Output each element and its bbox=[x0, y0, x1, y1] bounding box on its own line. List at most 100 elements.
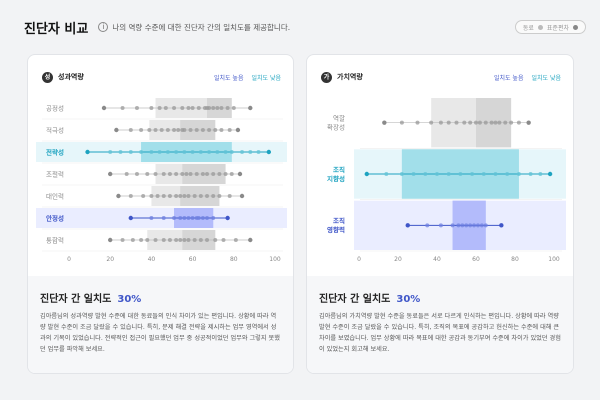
info-icon[interactable]: i bbox=[98, 22, 109, 32]
footer-heading: 진단자 간 일치도 30% bbox=[40, 290, 281, 305]
rater-score-point bbox=[114, 127, 119, 133]
page-header: 진단자 비교 i 나의 역량 수준에 대한 진단자 간의 일치도를 제공합니다.… bbox=[24, 16, 586, 38]
value-badge-icon: 가 bbox=[321, 71, 332, 83]
rater-score-point bbox=[149, 194, 154, 198]
rater-score-point bbox=[174, 194, 179, 198]
rater-score-point bbox=[256, 150, 261, 154]
rater-score-point bbox=[108, 237, 113, 243]
rater-score-point bbox=[499, 223, 504, 228]
rater-score-point bbox=[167, 172, 172, 176]
rater-score-point bbox=[153, 128, 158, 132]
rater-score-point bbox=[163, 106, 168, 110]
rater-score-point bbox=[190, 150, 195, 154]
footer-description: 김아름님의 성과역량 발현 수준에 대한 동료들의 인식 차이가 있는 편입니다… bbox=[40, 313, 280, 353]
rater-score-point bbox=[382, 120, 387, 125]
axis-tick-label: 20 bbox=[106, 256, 114, 263]
rater-score-point bbox=[225, 106, 230, 110]
rater-score-point bbox=[205, 194, 210, 198]
agreement-row: 조직 지향성 bbox=[327, 149, 566, 200]
rater-score-point bbox=[229, 172, 234, 176]
rater-score-point bbox=[207, 150, 212, 154]
rater-score-point bbox=[178, 238, 183, 242]
rater-score-point bbox=[470, 172, 475, 176]
rater-score-point bbox=[149, 216, 154, 220]
rater-score-point bbox=[217, 194, 222, 198]
card-footer: 진단자 간 일치도 30% 김아름님의 가치역량 발현 수준을 동료들은 서로 다… bbox=[307, 276, 573, 373]
rater-score-point bbox=[159, 128, 164, 132]
rater-score-point bbox=[248, 237, 253, 243]
competency-label: 조직 지향성 bbox=[327, 165, 345, 183]
rater-score-point bbox=[167, 238, 172, 242]
rater-score-point bbox=[221, 238, 226, 242]
footer-percentage: 30% bbox=[396, 294, 421, 305]
axis-tick-label: 80 bbox=[511, 256, 519, 263]
rater-score-point bbox=[474, 120, 478, 125]
rater-score-point bbox=[223, 172, 228, 176]
rater-score-point bbox=[547, 171, 553, 177]
rater-score-point bbox=[167, 194, 172, 198]
rater-score-point bbox=[229, 150, 234, 154]
footer-title: 진단자 간 일치도 bbox=[40, 294, 112, 305]
rater-score-point bbox=[231, 106, 236, 110]
value-competency-card: 역할 확장성 조직 지향성 조직 영향력 0 20 40 60 80 100 가 가치역량 일치도 높… bbox=[306, 54, 574, 374]
rater-score-point bbox=[479, 223, 484, 228]
rater-score-point bbox=[516, 172, 521, 176]
rater-score-point bbox=[101, 105, 107, 111]
rater-score-point bbox=[178, 194, 183, 198]
rater-score-point bbox=[446, 172, 451, 176]
rater-score-point bbox=[235, 127, 241, 133]
rater-score-point bbox=[538, 172, 543, 176]
rater-score-point bbox=[108, 150, 113, 154]
rater-score-point bbox=[172, 128, 177, 132]
rater-score-point bbox=[497, 120, 502, 125]
rater-score-point bbox=[147, 128, 152, 132]
rater-score-point bbox=[161, 172, 166, 176]
axis-tick-label: 40 bbox=[148, 256, 156, 263]
legend-peer-label: 동료 bbox=[522, 24, 534, 32]
rater-score-point bbox=[145, 238, 150, 242]
card-header: 성 성과역량 일치도 높음 일치도 낮음 bbox=[42, 71, 281, 83]
card-title: 가치역량 bbox=[337, 73, 363, 81]
rater-score-point bbox=[128, 150, 133, 154]
rater-score-point bbox=[483, 223, 488, 228]
axis-tick-label: 40 bbox=[433, 256, 441, 263]
rater-score-point bbox=[458, 172, 463, 176]
rater-score-point bbox=[186, 194, 191, 198]
rater-score-point bbox=[182, 150, 187, 154]
rater-score-point bbox=[223, 150, 228, 154]
competency-label: 전략성 bbox=[46, 147, 64, 156]
rater-score-point bbox=[399, 120, 404, 125]
rater-score-point bbox=[120, 238, 125, 242]
rater-score-point bbox=[219, 128, 224, 132]
rater-score-point bbox=[139, 238, 144, 242]
rater-score-point bbox=[165, 150, 170, 154]
competency-label: 조절력 bbox=[46, 170, 64, 178]
axis-tick-label: 80 bbox=[230, 256, 238, 263]
rater-score-point bbox=[219, 106, 224, 110]
rater-score-point bbox=[425, 223, 430, 228]
legend-stddev-label: 표준편차 bbox=[546, 24, 569, 32]
rater-score-point bbox=[454, 120, 459, 125]
rater-score-point bbox=[384, 172, 389, 176]
rater-score-point bbox=[184, 172, 189, 176]
rater-score-point bbox=[118, 150, 123, 154]
rater-score-point bbox=[475, 223, 480, 228]
competency-label: 대인력 bbox=[46, 191, 64, 200]
rater-score-point bbox=[526, 120, 531, 125]
rater-score-point bbox=[182, 128, 187, 132]
rater-score-point bbox=[211, 216, 216, 220]
axis-tick-label: 0 bbox=[67, 256, 71, 263]
agreement-row: 조절력 bbox=[42, 164, 283, 186]
axis-tick-label: 60 bbox=[189, 256, 197, 263]
rater-score-point bbox=[207, 128, 212, 132]
rater-score-point bbox=[161, 238, 166, 242]
rater-score-point bbox=[188, 128, 193, 132]
rater-score-point bbox=[161, 216, 166, 220]
rater-score-point bbox=[190, 216, 195, 220]
rater-score-point bbox=[503, 120, 508, 125]
axis-tick-label: 100 bbox=[269, 256, 281, 263]
rater-score-point bbox=[464, 223, 469, 228]
legend-high-agreement: 일치도 높음 bbox=[213, 74, 244, 82]
rater-score-point bbox=[516, 120, 521, 125]
